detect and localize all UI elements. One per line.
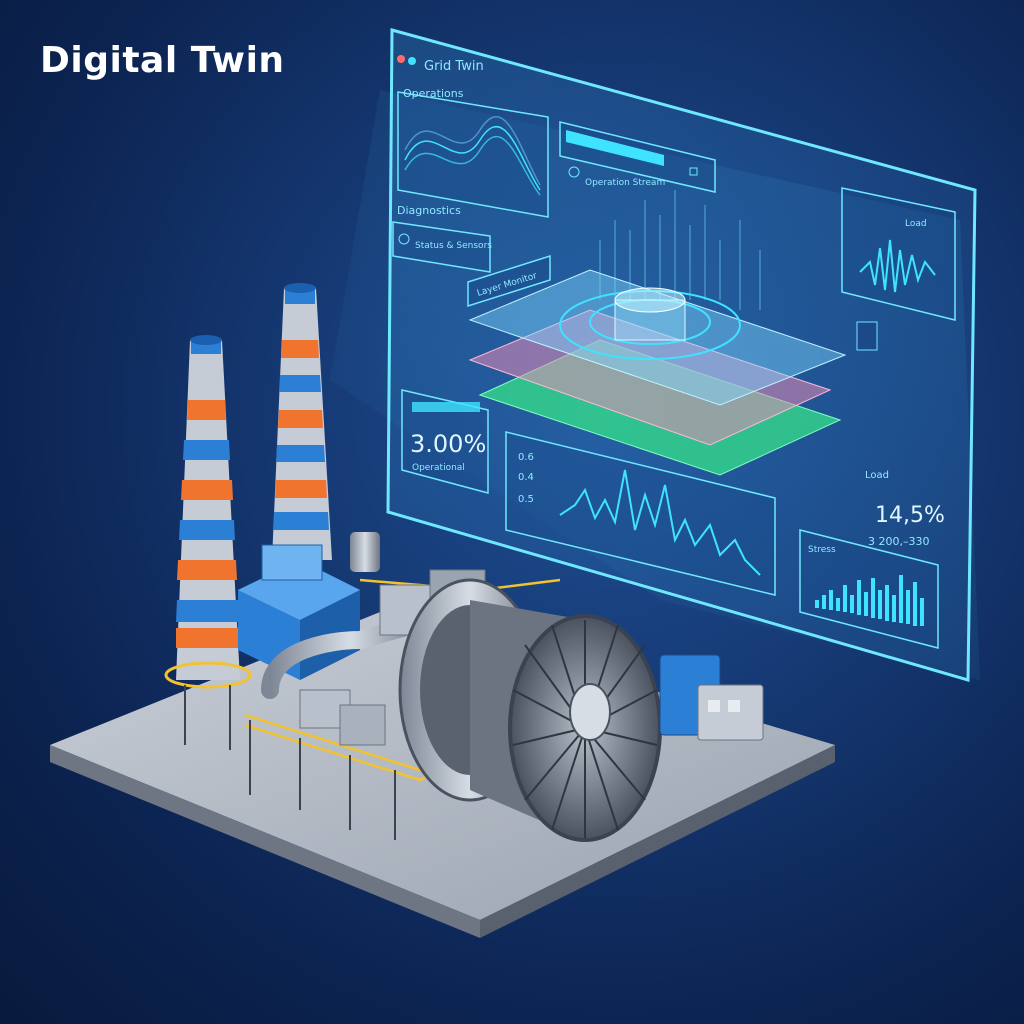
search-icon[interactable] bbox=[568, 166, 580, 178]
operations-panel bbox=[397, 91, 549, 218]
diagnostics-title: Diagnostics bbox=[397, 204, 461, 217]
diagnostics-sub: Status & Sensors bbox=[415, 241, 492, 251]
waveform-label: Load bbox=[905, 219, 927, 229]
settings-icon[interactable] bbox=[398, 233, 410, 245]
scaffold-legs bbox=[184, 685, 396, 840]
kpi-right-label: Load bbox=[865, 470, 889, 481]
operations-title: Operations bbox=[403, 87, 464, 100]
generator-units bbox=[659, 654, 764, 741]
holographic-dashboard: Grid Twin Operations Diagnostics Status … bbox=[386, 28, 977, 682]
wave-chart-left bbox=[404, 116, 541, 196]
data-stream-lines bbox=[599, 190, 761, 310]
stream-sub: Operation Stream bbox=[585, 178, 665, 188]
kpi-left-value: 3.00% bbox=[410, 430, 486, 458]
mid-chart-label-1: 0.4 bbox=[518, 472, 534, 483]
stress-chart-panel bbox=[799, 529, 939, 649]
layer-pink bbox=[468, 309, 832, 446]
chimney-left bbox=[176, 335, 240, 680]
hologram-rotor bbox=[614, 287, 686, 341]
window-dots-icon bbox=[397, 55, 416, 65]
mid-chart-label-0: 0.6 bbox=[518, 452, 534, 463]
kpi-right-value: 14,5% bbox=[875, 503, 945, 528]
turbine bbox=[398, 578, 662, 842]
rotor-hub bbox=[569, 683, 611, 741]
diagnostics-panel bbox=[392, 221, 491, 273]
waveform-panel bbox=[841, 187, 956, 321]
layer-blue bbox=[468, 269, 847, 406]
kpi-left-sub: Operational bbox=[412, 463, 465, 473]
stress-chart-title: Stress bbox=[808, 545, 836, 555]
panel-top-title: Grid Twin bbox=[424, 59, 484, 74]
page-title: Digital Twin bbox=[40, 40, 285, 81]
tank bbox=[350, 532, 380, 572]
platform-left-side bbox=[50, 745, 480, 938]
kpi-left-header-bar bbox=[412, 402, 480, 412]
waveform-line bbox=[859, 239, 936, 293]
chimney-right bbox=[272, 283, 332, 560]
mid-chart-line bbox=[559, 469, 761, 576]
mid-chart-label-2: 0.5 bbox=[518, 494, 534, 505]
refresh-icon[interactable] bbox=[689, 167, 698, 176]
chimney-walkway bbox=[164, 661, 252, 689]
layer-stack bbox=[468, 269, 847, 476]
layer-label-panel bbox=[467, 254, 551, 308]
panel-toggle-button[interactable] bbox=[856, 321, 878, 351]
platform-right-side bbox=[480, 745, 835, 938]
kpi-right-range: 3 200,–330 bbox=[868, 535, 929, 548]
stream-progress-bar bbox=[566, 130, 664, 166]
stress-bars bbox=[815, 575, 924, 626]
